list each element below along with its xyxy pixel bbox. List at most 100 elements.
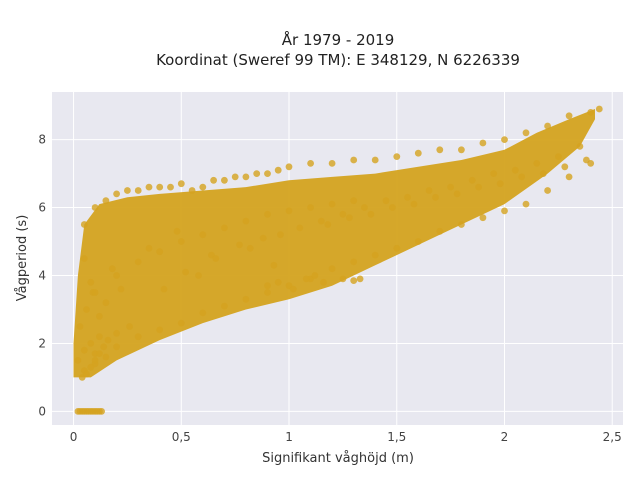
data-point <box>533 160 541 167</box>
data-point <box>501 207 508 215</box>
data-point <box>583 156 590 164</box>
data-point <box>350 258 358 266</box>
data-point <box>432 193 439 201</box>
data-point <box>134 333 142 341</box>
data-point <box>539 170 547 178</box>
data-point <box>76 323 84 330</box>
chart-title: År 1979 - 2019 <box>282 30 395 49</box>
data-point <box>126 323 133 330</box>
data-point <box>96 333 103 341</box>
data-point <box>475 183 482 191</box>
data-point <box>501 136 508 144</box>
data-point <box>173 227 181 235</box>
data-point <box>328 160 336 167</box>
data-point <box>242 295 250 303</box>
data-point <box>212 255 220 262</box>
data-point <box>102 197 110 205</box>
data-point <box>102 353 110 361</box>
data-point <box>436 146 444 154</box>
data-point <box>91 357 99 364</box>
data-point <box>356 275 364 283</box>
data-point <box>544 122 551 130</box>
data-point <box>587 109 595 116</box>
data-point <box>436 227 444 235</box>
data-point <box>307 160 314 167</box>
data-point <box>307 204 314 211</box>
data-point <box>96 350 103 357</box>
data-point <box>393 153 401 161</box>
data-point <box>565 173 573 181</box>
data-point <box>231 173 239 181</box>
data-point <box>522 129 530 137</box>
data-point <box>177 238 185 245</box>
data-point <box>167 183 174 191</box>
data-point <box>242 217 250 225</box>
data-point <box>113 272 120 279</box>
data-point <box>289 285 297 293</box>
data-point <box>270 261 278 269</box>
y-tick-label: 4 <box>38 268 46 282</box>
data-point <box>285 207 293 215</box>
data-point <box>96 312 103 320</box>
data-point <box>490 170 498 178</box>
data-point <box>555 153 562 161</box>
data-point <box>113 190 120 198</box>
x-tick-label: 1 <box>285 430 293 444</box>
data-point <box>264 289 271 296</box>
tick-labels: 0 0,5 1 1,5 2 2,5 0 2 4 6 8 <box>38 133 621 444</box>
data-point <box>253 170 261 178</box>
chart-subtitle: Koordinat (Sweref 99 TM): E 348129, N 62… <box>156 51 520 69</box>
data-point <box>221 302 228 310</box>
data-point <box>108 265 116 273</box>
data-point <box>367 210 375 218</box>
data-point <box>134 258 142 266</box>
data-point <box>346 214 353 222</box>
data-point <box>285 163 293 171</box>
y-axis-label: Vågperiod (s) <box>15 215 30 302</box>
data-point <box>361 204 368 211</box>
data-point <box>274 278 282 286</box>
data-point <box>595 105 603 113</box>
data-point <box>544 187 551 194</box>
y-tick-label: 8 <box>38 133 46 147</box>
data-point <box>80 346 88 354</box>
data-point <box>317 217 325 225</box>
data-point <box>350 277 358 284</box>
data-point <box>371 251 379 259</box>
data-point <box>160 285 168 293</box>
y-tick-label: 0 <box>38 404 46 418</box>
x-tick-label: 0 <box>70 430 78 444</box>
data-point <box>87 278 95 286</box>
data-point <box>324 221 332 228</box>
data-point <box>195 272 202 279</box>
x-tick-label: 2 <box>501 430 509 444</box>
y-tick-label: 2 <box>38 336 46 350</box>
data-point <box>328 265 336 273</box>
data-point <box>182 268 190 276</box>
data-point <box>177 180 185 188</box>
data-point <box>522 200 530 208</box>
data-point <box>404 193 411 201</box>
x-tick-label: 2,5 <box>603 430 622 444</box>
data-point <box>113 329 120 337</box>
data-point <box>80 221 88 228</box>
data-point <box>339 275 347 283</box>
data-point <box>264 210 271 218</box>
data-point <box>156 248 164 256</box>
data-point <box>447 183 454 191</box>
data-point <box>199 231 207 239</box>
data-point <box>221 176 228 184</box>
data-point <box>425 187 433 194</box>
data-point <box>511 166 519 174</box>
x-tick-label: 0,5 <box>172 430 191 444</box>
data-point <box>199 183 207 191</box>
data-point <box>479 214 487 222</box>
data-point <box>414 238 422 245</box>
data-point <box>339 210 347 218</box>
data-point <box>83 370 90 378</box>
data-point <box>145 183 153 191</box>
data-point <box>113 343 120 351</box>
data-point <box>382 197 390 205</box>
data-point <box>350 197 358 205</box>
data-point <box>236 241 243 249</box>
